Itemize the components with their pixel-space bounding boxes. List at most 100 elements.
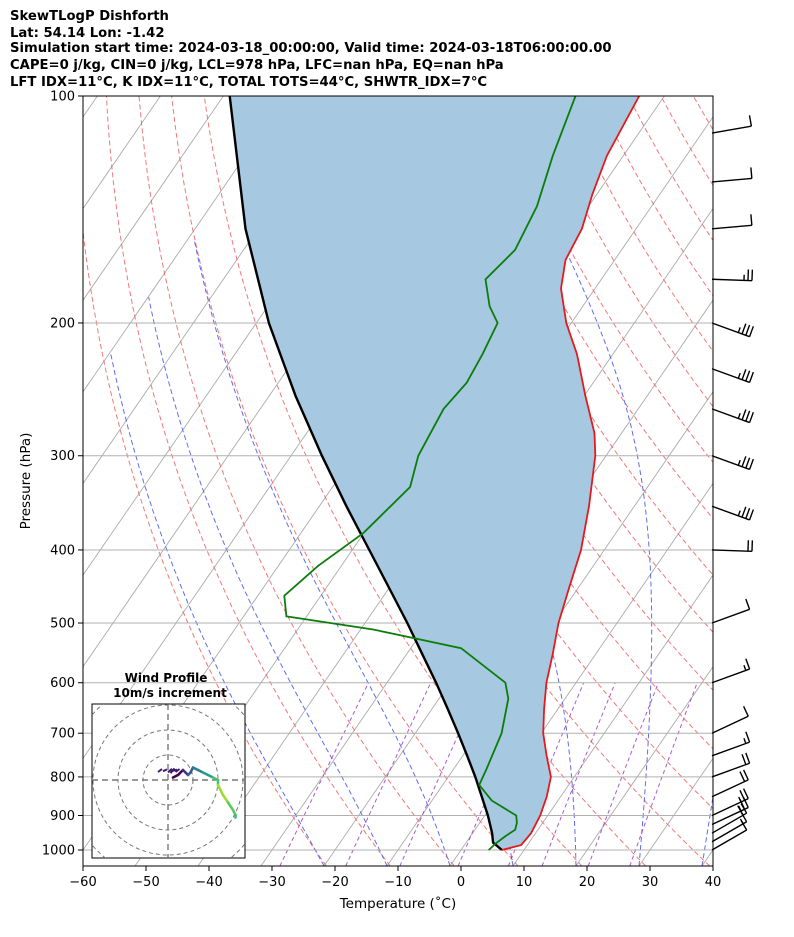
- title-line-3: Simulation start time: 2024-03-18_00:00:…: [10, 41, 612, 56]
- y-tick-label: 700: [50, 727, 75, 742]
- x-tick-label: −60: [69, 875, 96, 890]
- wind-barb-staff: [711, 821, 747, 843]
- moist-adiabat-line: [148, 297, 388, 866]
- dry-adiabat-line: [562, 96, 713, 352]
- wind-barb-staff: [711, 278, 753, 282]
- wind-barb-flag: [741, 409, 747, 421]
- mixing-ratio-line: [629, 682, 698, 866]
- wind-barb-flag: [742, 706, 749, 717]
- wind-barb-flag: [750, 214, 753, 226]
- dewpoint-profile-line: [283, 96, 577, 851]
- y-tick-label: 600: [50, 676, 75, 691]
- wind-barb-flag: [748, 371, 755, 383]
- moist-adiabat-line: [701, 793, 713, 866]
- wind-barb: [711, 505, 755, 521]
- temperature-profile-line: [501, 96, 640, 851]
- wind-barb-staff: [711, 806, 749, 826]
- title-line-2: Lat: 54.14 Lon: -1.42: [10, 26, 165, 41]
- hodograph-title: Wind Profile: [125, 671, 208, 685]
- hodograph-trace: [221, 793, 230, 804]
- wind-barb: [711, 540, 754, 553]
- wind-barb-staff: [711, 455, 750, 471]
- hodograph-subtitle: 10m/s increment: [113, 686, 227, 700]
- wind-barb-flag: [745, 410, 751, 422]
- wind-barb: [711, 788, 749, 817]
- y-tick-label: 1000: [42, 844, 75, 859]
- hodograph-trace: [169, 767, 176, 774]
- wind-barb-half-flag: [743, 738, 747, 744]
- wind-barb: [711, 214, 753, 230]
- wind-barb-flag: [748, 115, 753, 127]
- y-tick-label: 800: [50, 770, 75, 785]
- wind-barb-flag: [748, 326, 755, 337]
- x-tick-label: −50: [132, 875, 159, 890]
- wind-barb-half-flag: [739, 818, 744, 825]
- wind-barb: [711, 368, 755, 384]
- wind-barb-staff: [711, 762, 750, 778]
- wind-barb-staff: [711, 829, 747, 851]
- dry-adiabat-line: [105, 96, 391, 866]
- mixing-ratio-line: [399, 682, 483, 866]
- wind-barb: [711, 115, 753, 134]
- y-tick-label: 300: [50, 449, 75, 464]
- profiles: [228, 96, 640, 851]
- x-tick-label: −10: [384, 875, 411, 890]
- isotherm-line: [83, 96, 224, 301]
- isotherm-line: [575, 665, 713, 866]
- wind-barb-half-flag: [737, 510, 741, 517]
- wind-barb: [711, 731, 751, 757]
- y-tick-label: 200: [50, 316, 75, 331]
- title-line-4: CAPE=0 j/kg, CIN=0 j/kg, LCL=978 hPa, LF…: [10, 58, 504, 73]
- hodograph-trace: [157, 768, 163, 773]
- wind-barb: [711, 455, 755, 471]
- wind-barb-flag: [748, 458, 755, 470]
- y-tick-label: 100: [50, 90, 75, 105]
- wind-barb: [711, 408, 755, 424]
- y-axis-ticks: 100 200 300 400 500 600 700 800 900 1000: [42, 90, 83, 859]
- dry-adiabat-line: [203, 96, 583, 866]
- title-line-5: LFT IDX=11°C, K IDX=11°C, TOTAL TOTS=44°…: [10, 75, 488, 90]
- dry-adiabat-line: [83, 226, 327, 866]
- isotherm-line: [512, 574, 713, 866]
- x-tick-label: −30: [258, 875, 285, 890]
- wind-barb-flag: [741, 369, 747, 380]
- wind-barb: [711, 322, 755, 338]
- x-axis-label: Temperature (˚C): [339, 895, 457, 912]
- wind-barb-half-flag: [737, 372, 741, 379]
- wind-barb-flag: [745, 507, 751, 519]
- title-line-1: SkewTLogP Dishforth: [10, 9, 169, 24]
- wind-barb-flag: [741, 754, 747, 765]
- x-tick-label: 10: [516, 875, 533, 890]
- wind-barb: [711, 167, 753, 183]
- wind-barb-flag: [739, 790, 746, 801]
- wind-barb-half-flag: [737, 413, 741, 419]
- dry-adiabat-line: [171, 96, 519, 866]
- wind-barb-staff: [711, 741, 750, 757]
- wind-barb: [711, 769, 749, 798]
- wind-barb-staff: [711, 408, 750, 424]
- wind-barb: [711, 658, 751, 684]
- dry-adiabat-line: [692, 96, 713, 131]
- wind-barb-staff: [711, 715, 749, 734]
- wind-barb: [711, 598, 751, 624]
- wind-barb-staff: [711, 224, 752, 230]
- wind-barb-flag: [742, 769, 749, 781]
- wind-barb-flag: [745, 370, 751, 382]
- y-tick-label: 500: [50, 617, 75, 632]
- wind-barb-half-flag: [738, 796, 742, 803]
- dry-adiabat-line: [138, 96, 455, 866]
- dry-adiabat-line: [464, 96, 713, 520]
- hodograph-inset: Wind Profile 10m/s increment: [91, 671, 246, 859]
- wind-barb-half-flag: [737, 327, 741, 333]
- cin-shading: [229, 96, 640, 850]
- wind-barb: [711, 269, 754, 282]
- wind-barb-flag: [745, 731, 751, 743]
- isotherm-line: [638, 757, 713, 866]
- hodograph-trace: [162, 768, 168, 773]
- isotherm-line: [83, 96, 287, 393]
- wind-barb-flag: [745, 598, 751, 610]
- mixing-ratio-line: [587, 682, 659, 866]
- wind-barb-staff: [711, 505, 750, 521]
- wind-barb-flag: [748, 411, 755, 423]
